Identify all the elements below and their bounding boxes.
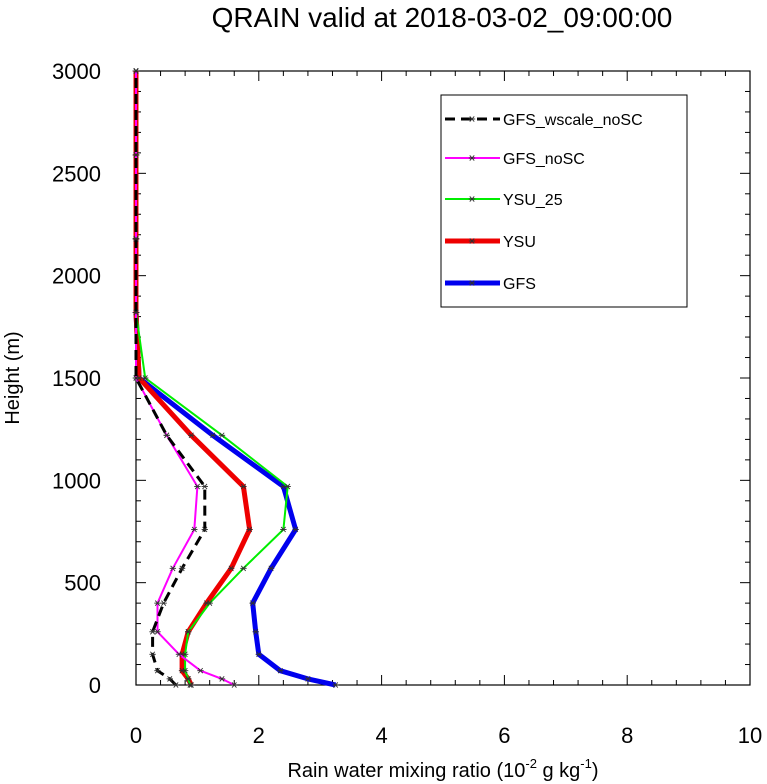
x-tick-label: 6 (498, 723, 510, 748)
data-point (252, 628, 259, 635)
data-point (292, 526, 299, 533)
data-point (191, 526, 198, 533)
series-gfs-nosc (132, 68, 238, 688)
data-point (142, 375, 149, 381)
y-tick-label: 3000 (52, 59, 101, 84)
data-point (240, 483, 247, 490)
legend-item-gfs-wscale-nosc: GFS_wscale_noSC (445, 112, 643, 129)
data-point (132, 68, 140, 74)
tick-labels: 0 2 4 6 8 10 0 500 1000 1500 2000 2500 3000 (52, 59, 762, 748)
chart-title: QRAIN valid at 2018-03-02_09:00:00 (212, 2, 673, 33)
y-axis-label: Height (m) (2, 331, 24, 424)
y-tick-label: 0 (89, 673, 101, 698)
data-point (255, 651, 262, 658)
data-point (240, 565, 247, 572)
data-point (154, 667, 161, 674)
legend-marker (468, 238, 476, 244)
series-line-ysu (133, 71, 253, 687)
data-point (186, 682, 194, 688)
data-point (184, 676, 192, 682)
data-point (332, 682, 339, 688)
legend-label: YSU_25 (503, 192, 563, 209)
data-point (277, 667, 284, 674)
series-gfs-wscale-nosc (132, 68, 208, 688)
legend-label: GFS_noSC (503, 151, 585, 168)
legend-item-gfs-nosc: GFS_noSC (445, 151, 585, 168)
x-tick-label: 0 (130, 723, 142, 748)
y-tick-label: 2500 (52, 161, 101, 186)
data-point (149, 628, 156, 635)
legend-item-ysu-25: YSU_25 (445, 192, 563, 209)
y-tick-label: 1000 (52, 468, 101, 493)
data-point (172, 682, 180, 688)
legend-marker (468, 116, 476, 122)
data-point (184, 628, 192, 635)
data-point (280, 526, 287, 533)
data-point (160, 600, 167, 606)
data-point (201, 526, 208, 533)
x-axis-label: Rain water mixing ratio (10-2 g kg-1) (287, 756, 598, 782)
legend: GFS_wscale_noSC GFS_noSC YSU_25 YSU GFS (440, 94, 688, 308)
data-point (175, 651, 183, 658)
data-point (227, 565, 235, 572)
data-point (166, 676, 173, 682)
legend-marker (468, 280, 476, 286)
data-point (304, 676, 312, 682)
x-axis-label-end: ) (592, 760, 599, 782)
legend-label: YSU (503, 234, 536, 251)
x-tick-label: 8 (621, 723, 633, 748)
data-point (249, 600, 256, 606)
x-axis-label-sup2: -1 (580, 756, 592, 771)
data-point (284, 483, 291, 490)
data-point (181, 651, 189, 658)
data-point (132, 152, 140, 158)
data-point (218, 676, 226, 682)
data-point (178, 565, 186, 572)
data-point (149, 651, 156, 658)
legend-marker (468, 196, 476, 202)
x-axis-label-mid: g kg (537, 760, 580, 782)
series-layer (132, 68, 339, 688)
data-point (246, 526, 253, 533)
x-tick-label: 10 (738, 723, 762, 748)
data-point (132, 309, 140, 316)
legend-item-gfs: GFS (445, 276, 536, 293)
data-point (154, 600, 161, 606)
data-point (181, 667, 189, 674)
data-point (132, 235, 140, 242)
x-axis-label-sup1: -2 (525, 756, 537, 771)
data-point (267, 565, 275, 572)
series-line-gfs (133, 71, 337, 688)
series-gfs (132, 68, 339, 688)
data-point (201, 483, 208, 490)
x-tick-label: 4 (375, 723, 387, 748)
data-point (197, 667, 204, 674)
y-tick-label: 500 (64, 571, 101, 596)
data-point (163, 432, 170, 439)
data-point (218, 432, 226, 439)
data-point (132, 375, 140, 381)
legend-label: GFS_wscale_noSC (503, 112, 643, 129)
series-ysu (132, 68, 253, 688)
legend-box (440, 94, 688, 308)
x-tick-label: 2 (253, 723, 265, 748)
y-tick-label: 2000 (52, 264, 101, 289)
data-point (188, 432, 195, 439)
x-axis-label-main: Rain water mixing ratio (10 (287, 760, 525, 782)
data-point (206, 600, 213, 606)
legend-label: GFS (503, 276, 536, 293)
data-point (194, 483, 201, 490)
legend-item-ysu: YSU (445, 234, 536, 251)
data-point (231, 682, 238, 688)
legend-marker (468, 155, 476, 161)
data-point (209, 432, 216, 439)
y-tick-label: 1500 (52, 366, 101, 391)
data-point (169, 565, 177, 572)
